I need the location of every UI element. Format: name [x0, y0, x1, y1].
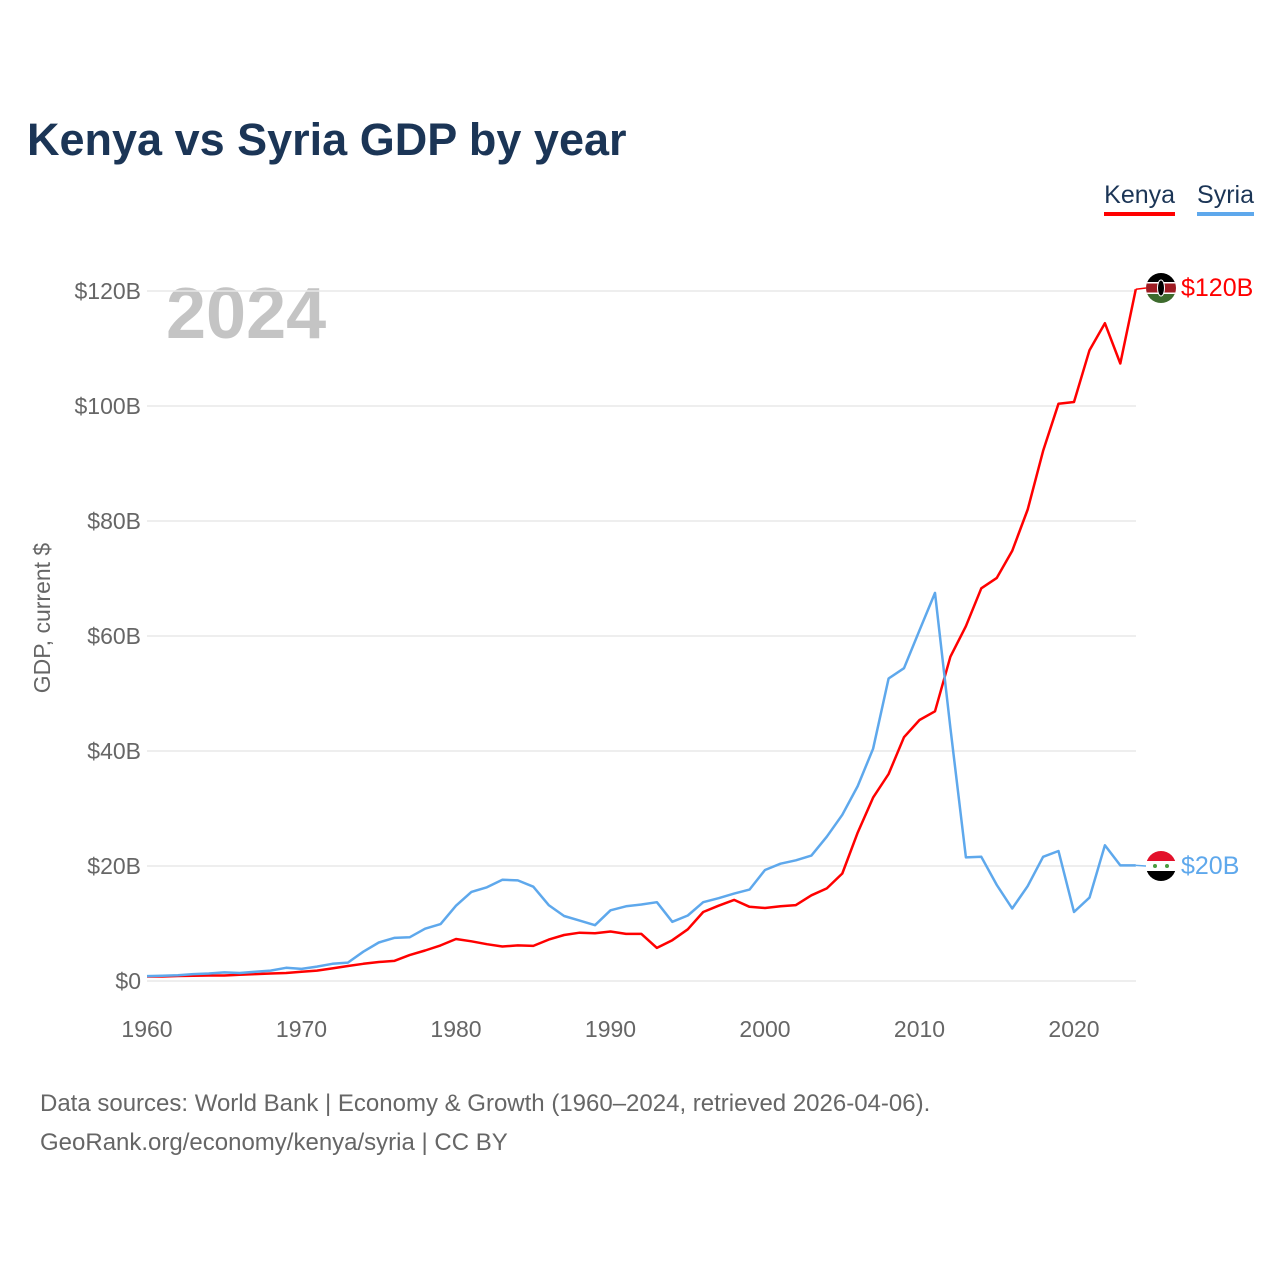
end-connector [1135, 287, 1147, 291]
year-watermark: 2024 [166, 274, 326, 354]
y-tick-label: $0 [115, 968, 141, 994]
x-tick-label: 1980 [430, 1016, 481, 1042]
kenya-end-label: $120B [1181, 274, 1253, 302]
source-line-1: Data sources: World Bank | Economy & Gro… [40, 1090, 931, 1117]
legend-syria[interactable]: Syria [1197, 181, 1254, 216]
kenya-flag-icon [1146, 273, 1176, 303]
x-tick-label: 2010 [894, 1016, 945, 1042]
x-tick-label: 1960 [121, 1016, 172, 1042]
y-tick-label: $100B [74, 393, 141, 419]
y-axis-label: GDP, current $ [29, 543, 55, 694]
legend: Kenya Syria [1104, 181, 1254, 216]
end-connector [1135, 864, 1147, 867]
syria-flag-icon [1146, 851, 1176, 881]
legend-kenya[interactable]: Kenya [1104, 181, 1176, 216]
y-tick-label: $20B [87, 853, 141, 879]
y-tick-label: $120B [74, 278, 141, 304]
source-note: Data sources: World Bank | Economy & Gro… [40, 1084, 930, 1162]
y-tick-label: $80B [87, 508, 141, 534]
y-tick-label: $40B [87, 738, 141, 764]
x-tick-label: 2020 [1048, 1016, 1099, 1042]
series-line-kenya[interactable] [147, 289, 1138, 978]
chart-title: Kenya vs Syria GDP by year [27, 114, 627, 165]
source-line-2[interactable]: GeoRank.org/economy/kenya/syria | CC BY [40, 1129, 508, 1156]
syria-end-label: $20B [1181, 852, 1239, 880]
y-tick-label: $60B [87, 623, 141, 649]
x-tick-label: 1970 [276, 1016, 327, 1042]
x-tick-label: 1990 [585, 1016, 636, 1042]
x-tick-label: 2000 [739, 1016, 790, 1042]
series-line-syria[interactable] [146, 591, 1136, 978]
